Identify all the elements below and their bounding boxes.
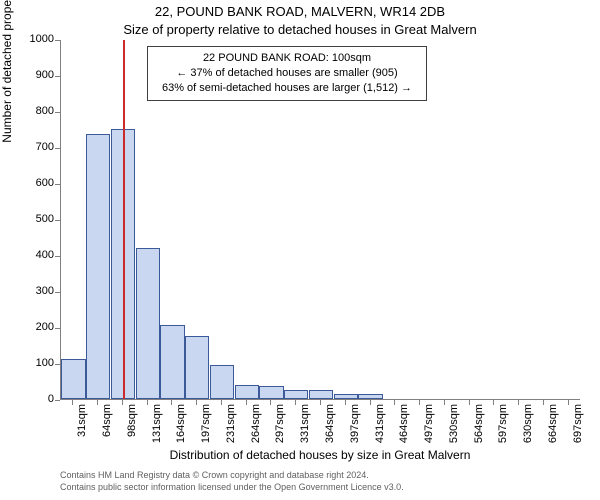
y-tick-mark xyxy=(55,184,60,185)
marker-line xyxy=(123,40,125,399)
x-tick-mark xyxy=(444,400,445,405)
x-tick-mark xyxy=(270,400,271,405)
histogram-bar xyxy=(334,394,358,399)
x-tick-mark xyxy=(246,400,247,405)
x-tick-mark xyxy=(419,400,420,405)
x-tick-label: 564sqm xyxy=(473,404,485,448)
y-tick-mark xyxy=(55,148,60,149)
y-tick-label: 500 xyxy=(22,213,54,225)
x-tick-mark xyxy=(295,400,296,405)
y-axis-label: Number of detached properties xyxy=(0,0,14,240)
histogram-bar xyxy=(309,390,333,399)
y-tick-mark xyxy=(55,364,60,365)
histogram-bar xyxy=(259,386,283,399)
y-tick-label: 0 xyxy=(22,393,54,405)
x-tick-mark xyxy=(196,400,197,405)
y-tick-label: 900 xyxy=(22,69,54,81)
x-tick-label: 98sqm xyxy=(126,404,138,448)
x-tick-mark xyxy=(122,400,123,405)
histogram-bar xyxy=(284,390,308,399)
histogram-bar xyxy=(185,336,209,399)
annotation-box: 22 POUND BANK ROAD: 100sqm← 37% of detac… xyxy=(147,46,427,101)
y-tick-label: 700 xyxy=(22,141,54,153)
x-tick-mark xyxy=(518,400,519,405)
y-tick-mark xyxy=(55,112,60,113)
x-tick-mark xyxy=(469,400,470,405)
y-tick-mark xyxy=(55,400,60,401)
x-tick-mark xyxy=(568,400,569,405)
y-tick-label: 200 xyxy=(22,321,54,333)
x-tick-label: 264sqm xyxy=(250,404,262,448)
x-tick-label: 131sqm xyxy=(151,404,163,448)
x-tick-label: 31sqm xyxy=(76,404,88,448)
y-tick-label: 400 xyxy=(22,249,54,261)
chart-subtitle: Size of property relative to detached ho… xyxy=(0,22,600,37)
y-tick-mark xyxy=(55,292,60,293)
histogram-bar xyxy=(61,359,85,399)
histogram-bar xyxy=(136,248,160,399)
histogram-bar xyxy=(160,325,184,399)
chart-title: 22, POUND BANK ROAD, MALVERN, WR14 2DB xyxy=(0,4,600,19)
x-tick-mark xyxy=(147,400,148,405)
x-tick-label: 464sqm xyxy=(398,404,410,448)
x-tick-mark xyxy=(221,400,222,405)
attribution-line1: Contains HM Land Registry data © Crown c… xyxy=(60,470,580,482)
x-tick-label: 664sqm xyxy=(547,404,559,448)
annotation-line: 63% of semi-detached houses are larger (… xyxy=(156,81,418,96)
x-tick-label: 431sqm xyxy=(374,404,386,448)
x-tick-mark xyxy=(543,400,544,405)
y-tick-mark xyxy=(55,256,60,257)
y-tick-mark xyxy=(55,40,60,41)
y-tick-label: 300 xyxy=(22,285,54,297)
y-tick-mark xyxy=(55,220,60,221)
attribution-line2: Contains public sector information licen… xyxy=(60,482,580,494)
y-tick-mark xyxy=(55,76,60,77)
x-tick-mark xyxy=(171,400,172,405)
x-tick-mark xyxy=(72,400,73,405)
x-axis-label: Distribution of detached houses by size … xyxy=(60,448,580,462)
histogram-bar xyxy=(210,365,234,399)
x-tick-label: 697sqm xyxy=(572,404,584,448)
x-tick-label: 331sqm xyxy=(299,404,311,448)
x-tick-mark xyxy=(345,400,346,405)
attribution-text: Contains HM Land Registry data © Crown c… xyxy=(60,470,580,493)
histogram-bar xyxy=(235,385,259,399)
histogram-bar xyxy=(86,134,110,399)
y-tick-label: 100 xyxy=(22,357,54,369)
y-tick-mark xyxy=(55,328,60,329)
histogram-bar xyxy=(358,394,382,399)
x-tick-mark xyxy=(320,400,321,405)
x-tick-label: 630sqm xyxy=(522,404,534,448)
x-tick-mark xyxy=(394,400,395,405)
x-tick-label: 64sqm xyxy=(101,404,113,448)
x-tick-label: 530sqm xyxy=(448,404,460,448)
x-tick-label: 397sqm xyxy=(349,404,361,448)
y-tick-label: 1000 xyxy=(22,33,54,45)
chart-container: 22, POUND BANK ROAD, MALVERN, WR14 2DB S… xyxy=(0,0,600,500)
annotation-line: 22 POUND BANK ROAD: 100sqm xyxy=(156,51,418,66)
x-tick-label: 497sqm xyxy=(423,404,435,448)
x-tick-label: 197sqm xyxy=(200,404,212,448)
x-tick-label: 231sqm xyxy=(225,404,237,448)
x-tick-label: 297sqm xyxy=(274,404,286,448)
annotation-line: ← 37% of detached houses are smaller (90… xyxy=(156,66,418,81)
x-tick-label: 164sqm xyxy=(175,404,187,448)
x-tick-mark xyxy=(97,400,98,405)
x-tick-mark xyxy=(370,400,371,405)
x-tick-label: 364sqm xyxy=(324,404,336,448)
x-tick-label: 597sqm xyxy=(497,404,509,448)
y-tick-label: 800 xyxy=(22,105,54,117)
plot-area: 22 POUND BANK ROAD: 100sqm← 37% of detac… xyxy=(60,40,580,400)
y-tick-label: 600 xyxy=(22,177,54,189)
x-tick-mark xyxy=(493,400,494,405)
